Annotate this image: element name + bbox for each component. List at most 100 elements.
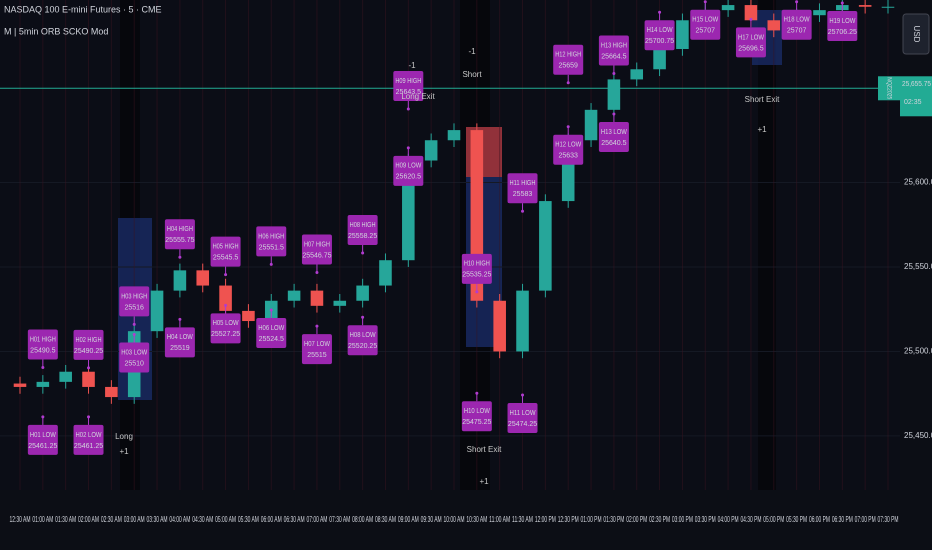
annotation-value: 25700.75 — [645, 38, 674, 45]
annotation-box — [347, 325, 378, 356]
x-tick-label: 01:00 AM — [32, 515, 53, 524]
candle-body — [607, 79, 621, 110]
y-tick-label: 25,450.00 — [904, 431, 932, 440]
last-price-tag — [878, 76, 900, 101]
annotation-value: 25524.5 — [259, 336, 284, 343]
candle-body — [196, 270, 210, 286]
plot-layer: H01 HIGH 25490.5 H01 LOW 25461.25 H02 HIGH 25… — [0, 0, 900, 490]
annotation-box — [119, 286, 150, 317]
x-tick-label: 03:00 AM — [124, 515, 145, 524]
x-tick-label: 06:30 AM — [284, 515, 305, 524]
annotation-value: 25490.5 — [30, 347, 55, 354]
candle-body — [653, 49, 666, 70]
annotation-value: 25490.25 — [74, 348, 103, 355]
currency-label[interactable]: USD — [912, 26, 921, 43]
annotation-label: H12 LOW — [555, 142, 581, 149]
annotation-label: H04 LOW — [167, 334, 193, 341]
annotation-value: 25475.25 — [462, 419, 491, 426]
x-tick-label: 04:30 AM — [192, 515, 213, 524]
x-tick-label: 01:30 AM — [55, 515, 76, 524]
annotation-value: 25664.5 — [601, 53, 626, 60]
annotation-label: H05 LOW — [213, 320, 239, 327]
candle-body — [105, 386, 118, 398]
annotation-box — [256, 318, 287, 349]
x-tick-label: 08:00 AM — [352, 515, 373, 524]
x-tick-label: 03:00 PM — [672, 515, 693, 524]
candle-body — [539, 201, 552, 291]
x-tick-label: 06:30 PM — [832, 515, 853, 524]
annotation-box — [461, 401, 492, 432]
annotation-box — [393, 155, 424, 186]
annotation-label: H15 LOW — [692, 17, 718, 24]
x-tick-label: 02:00 PM — [626, 515, 647, 524]
annotation-box — [164, 327, 195, 358]
annotation-box — [164, 219, 195, 250]
candle-body — [424, 140, 438, 161]
annotation-value: 25558.25 — [348, 233, 377, 240]
annotation-value: 25520.25 — [348, 343, 377, 350]
annotation-label: H09 LOW — [395, 163, 421, 170]
annotation-box — [781, 9, 812, 40]
annotation-box — [27, 424, 58, 455]
signal-qty: -1 — [408, 61, 416, 70]
x-tick-label: 10:00 AM — [444, 515, 465, 524]
candle-body — [150, 290, 164, 332]
x-tick-label: 07:00 PM — [855, 515, 876, 524]
annotation-label: H10 LOW — [464, 408, 490, 415]
candle-body — [744, 5, 758, 21]
indicator-title: M | 5min ORB SCKO Mod — [4, 26, 108, 36]
annotation-box — [73, 424, 104, 455]
annotation-label: H01 HIGH — [30, 336, 56, 343]
x-tick-label: 07:30 AM — [329, 515, 350, 524]
y-axis-area — [900, 0, 932, 490]
signal-label: Short Exit — [467, 445, 502, 454]
annotation-label: H02 LOW — [76, 432, 102, 439]
x-tick-label: 07:00 AM — [306, 515, 327, 524]
annotation-value: 25474.25 — [508, 421, 537, 428]
annotation-box — [73, 329, 104, 360]
x-tick-label: 08:30 AM — [375, 515, 396, 524]
symbol-title: NASDAQ 100 E-mini Futures · 5 · CME — [4, 4, 162, 14]
annotation-box — [210, 313, 241, 344]
annotation-box — [644, 20, 675, 51]
x-axis-area — [0, 490, 932, 550]
x-tick-label: 06:00 PM — [809, 515, 830, 524]
annotation-box — [553, 134, 584, 165]
annotation-value: 25640.5 — [601, 140, 626, 147]
annotation-label: H14 LOW — [647, 27, 673, 34]
annotation-value: 25515 — [307, 352, 327, 359]
annotation-label: H12 HIGH — [555, 52, 581, 59]
annotation-box — [507, 402, 538, 433]
candle-body — [310, 290, 324, 306]
annotation-label: H08 HIGH — [350, 222, 376, 229]
signal-label: Long — [115, 432, 133, 441]
annotation-value: 25583 — [513, 191, 533, 198]
x-tick-label: 02:30 AM — [101, 515, 122, 524]
annotation-box — [393, 70, 424, 101]
candle-body — [59, 371, 72, 382]
signal-label: Short — [462, 70, 482, 79]
x-tick-label: 04:00 PM — [718, 515, 739, 524]
x-tick-label: 09:00 AM — [398, 515, 419, 524]
currency-button[interactable] — [902, 13, 930, 55]
candle-body — [242, 310, 255, 322]
candle-body — [516, 290, 529, 352]
candle-body — [630, 69, 644, 80]
candle-body — [36, 381, 50, 387]
signal-qty: -1 — [468, 47, 476, 56]
annotation-label: H11 LOW — [510, 410, 536, 417]
annotation-value: 25696.5 — [738, 45, 763, 52]
x-tick-label: 12:30 AM — [10, 515, 31, 524]
signal-label: Short Exit — [745, 95, 780, 104]
x-tick-label: 11:30 AM — [512, 515, 533, 524]
candle-body — [767, 20, 781, 31]
x-tick-label: 12:00 PM — [535, 515, 556, 524]
annotation-box — [827, 10, 858, 41]
signal-label: Long Exit — [401, 92, 435, 101]
x-tick-label: 05:30 AM — [238, 515, 259, 524]
annotation-box — [210, 236, 241, 267]
last-price-countdown: 02:35 — [904, 99, 922, 106]
